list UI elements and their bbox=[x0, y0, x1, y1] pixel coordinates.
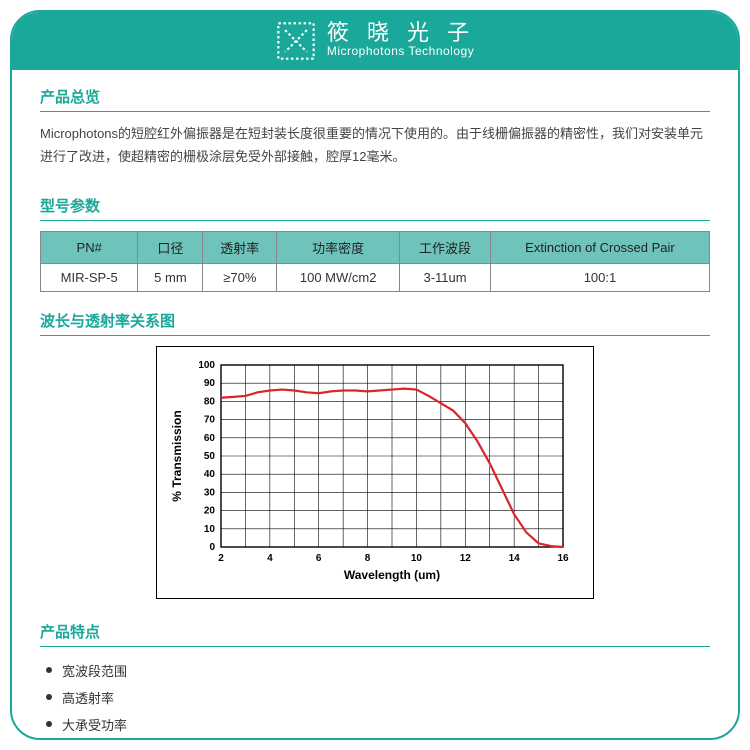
col-aperture: 口径 bbox=[138, 231, 203, 263]
svg-text:16: 16 bbox=[557, 553, 569, 564]
features-title: 产品特点 bbox=[40, 621, 710, 647]
header-band: 筱 晓 光 子 Microphotons Technology bbox=[12, 12, 738, 70]
table-row: MIR-SP-5 5 mm ≥70% 100 MW/cm2 3-11um 100… bbox=[41, 263, 710, 291]
svg-text:2: 2 bbox=[218, 553, 224, 564]
svg-text:70: 70 bbox=[204, 414, 216, 425]
svg-text:20: 20 bbox=[204, 505, 216, 516]
col-pn: PN# bbox=[41, 231, 138, 263]
svg-text:12: 12 bbox=[460, 553, 472, 564]
list-item: 大承受功率 bbox=[46, 711, 710, 738]
col-extinction: Extinction of Crossed Pair bbox=[490, 231, 709, 263]
col-power: 功率密度 bbox=[277, 231, 400, 263]
cell-extinction: 100:1 bbox=[490, 263, 709, 291]
svg-text:50: 50 bbox=[204, 451, 216, 462]
svg-text:40: 40 bbox=[204, 469, 216, 480]
svg-text:Wavelength (um): Wavelength (um) bbox=[344, 568, 440, 582]
cell-wavelength: 3-11um bbox=[400, 263, 491, 291]
overview-title: 产品总览 bbox=[40, 86, 710, 112]
svg-text:100: 100 bbox=[198, 360, 215, 371]
table-header-row: PN# 口径 透射率 功率密度 工作波段 Extinction of Cross… bbox=[41, 231, 710, 263]
svg-text:10: 10 bbox=[411, 553, 423, 564]
cell-power: 100 MW/cm2 bbox=[277, 263, 400, 291]
svg-text:30: 30 bbox=[204, 487, 216, 498]
svg-text:0: 0 bbox=[209, 542, 215, 553]
svg-text:4: 4 bbox=[267, 553, 273, 564]
col-wavelength: 工作波段 bbox=[400, 231, 491, 263]
page-frame: 筱 晓 光 子 Microphotons Technology 产品总览 Mic… bbox=[10, 10, 740, 740]
brand-cn: 筱 晓 光 子 bbox=[327, 22, 475, 44]
param-table: PN# 口径 透射率 功率密度 工作波段 Extinction of Cross… bbox=[40, 231, 710, 292]
list-item: 宽波段范围 bbox=[46, 657, 710, 684]
feature-list: 宽波段范围 高透射率 大承受功率 bbox=[40, 657, 710, 738]
chart-container: 2 4 6 8 10 12 14 16 0 10 20 30 40 50 60 70 80 90 100 Wavele… bbox=[40, 346, 710, 599]
svg-text:60: 60 bbox=[204, 433, 216, 444]
params-title: 型号参数 bbox=[40, 195, 710, 221]
cell-transmission: ≥70% bbox=[203, 263, 277, 291]
logo-icon bbox=[275, 20, 317, 62]
transmission-chart: 2 4 6 8 10 12 14 16 0 10 20 30 40 50 60 70 80 90 100 Wavele… bbox=[165, 355, 575, 585]
cell-pn: MIR-SP-5 bbox=[41, 263, 138, 291]
logo: 筱 晓 光 子 Microphotons Technology bbox=[275, 20, 475, 62]
svg-text:10: 10 bbox=[204, 524, 216, 535]
brand-en: Microphotons Technology bbox=[327, 44, 475, 60]
svg-text:8: 8 bbox=[365, 553, 371, 564]
chart-title: 波长与透射率关系图 bbox=[40, 310, 710, 336]
svg-text:80: 80 bbox=[204, 396, 216, 407]
svg-text:6: 6 bbox=[316, 553, 322, 564]
col-transmission: 透射率 bbox=[203, 231, 277, 263]
cell-aperture: 5 mm bbox=[138, 263, 203, 291]
chart-box: 2 4 6 8 10 12 14 16 0 10 20 30 40 50 60 70 80 90 100 Wavele… bbox=[156, 346, 594, 599]
svg-text:90: 90 bbox=[204, 378, 216, 389]
content-area: 产品总览 Microphotons的短腔红外偏振器是在短封装长度很重要的情况下使… bbox=[12, 70, 738, 740]
list-item: 高透射率 bbox=[46, 684, 710, 711]
overview-text: Microphotons的短腔红外偏振器是在短封装长度很重要的情况下使用的。由于… bbox=[40, 122, 710, 169]
svg-text:14: 14 bbox=[509, 553, 521, 564]
svg-text:% Transmission: % Transmission bbox=[170, 410, 184, 501]
